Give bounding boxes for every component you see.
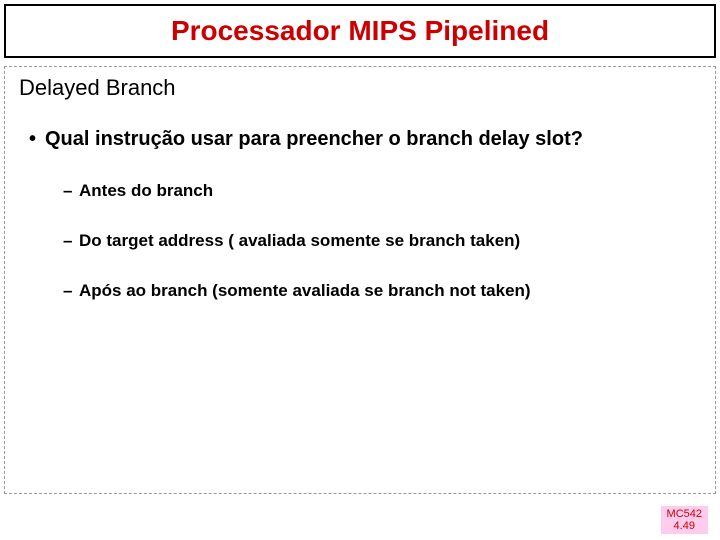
bullet-level2: –Do target address ( avaliada somente se…: [63, 230, 701, 252]
sub-bullet-text: Após ao branch (somente avaliada se bran…: [79, 281, 531, 300]
bullet-level2: –Antes do branch: [63, 180, 701, 202]
bullet-main-text: Qual instrução usar para preencher o bra…: [45, 128, 583, 150]
sub-bullet-text: Antes do branch: [79, 181, 213, 200]
section-heading: Delayed Branch: [19, 75, 701, 101]
bullet-level2: –Após ao branch (somente avaliada se bra…: [63, 280, 701, 302]
footer-page: 4.49: [667, 520, 702, 532]
bullet-dash-icon: –: [63, 180, 79, 202]
sub-bullet-text: Do target address ( avaliada somente se …: [79, 231, 520, 250]
slide-title: Processador MIPS Pipelined: [171, 15, 549, 47]
slide-footer: MC542 4.49: [661, 506, 708, 534]
content-container: Delayed Branch •Qual instrução usar para…: [4, 66, 716, 494]
footer-course: MC542: [667, 508, 702, 520]
bullet-level1: •Qual instrução usar para preencher o br…: [29, 127, 701, 152]
bullet-dash-icon: –: [63, 230, 79, 252]
bullet-dot-icon: •: [29, 127, 45, 152]
title-container: Processador MIPS Pipelined: [4, 4, 716, 58]
bullet-dash-icon: –: [63, 280, 79, 302]
